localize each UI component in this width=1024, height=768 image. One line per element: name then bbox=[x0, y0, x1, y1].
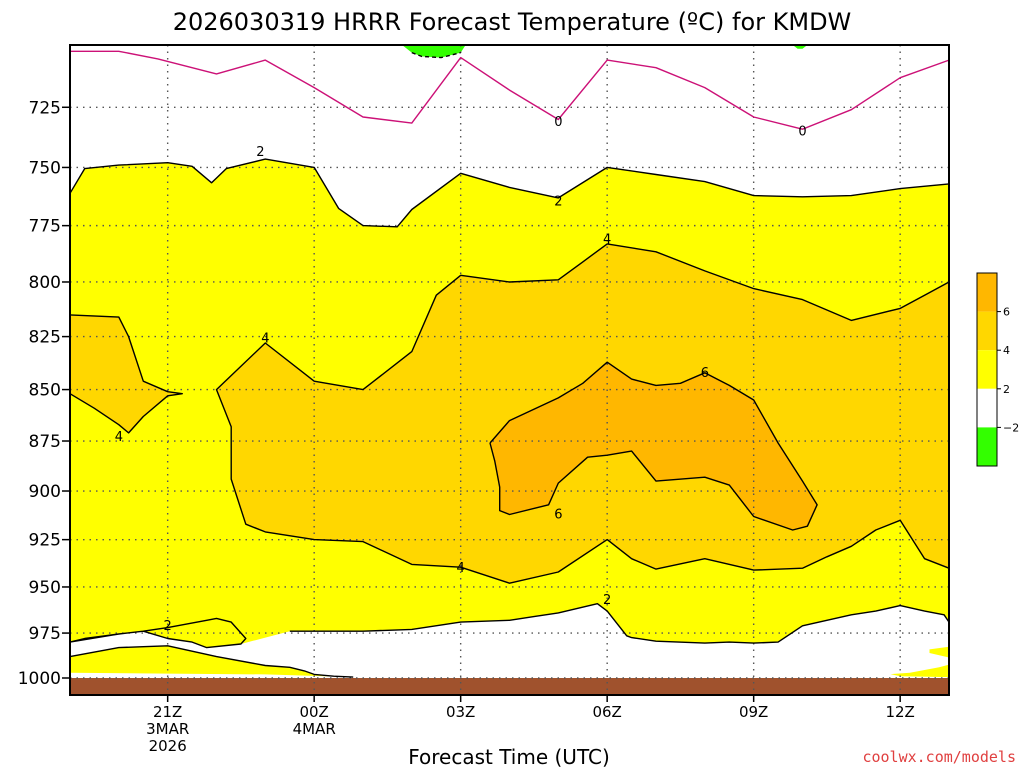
x-tick-label: 4MAR bbox=[293, 720, 336, 738]
colorbar-swatch bbox=[977, 427, 997, 466]
y-tick-label: 875 bbox=[29, 432, 61, 452]
temp-band-<-2-region-7 bbox=[402, 45, 466, 58]
temp-band-6+-region-6 bbox=[490, 362, 818, 530]
x-tick-label: 2026 bbox=[149, 737, 187, 755]
colorbar-label: 6 bbox=[1003, 306, 1010, 319]
temp-band-2-4-region-1 bbox=[70, 645, 354, 678]
colorbar-swatch bbox=[977, 273, 997, 312]
contour-label-6: 6 bbox=[701, 366, 709, 381]
contour-label-4: 4 bbox=[603, 232, 611, 247]
contour-label-2: 2 bbox=[554, 194, 562, 209]
grid-lines bbox=[70, 45, 949, 695]
y-tick-label: 800 bbox=[29, 273, 61, 293]
colorbar-label: 4 bbox=[1003, 344, 1010, 357]
y-tick-label: 975 bbox=[29, 624, 61, 644]
ground-layer bbox=[70, 678, 949, 695]
y-tick-label: 850 bbox=[29, 381, 61, 401]
colorbar-label: 2 bbox=[1003, 383, 1010, 396]
contour-label-4: 4 bbox=[457, 561, 465, 576]
x-tick-label: 00Z bbox=[299, 703, 328, 721]
contour-line-4-5 bbox=[215, 243, 950, 584]
colorbar-label: −2 bbox=[1003, 421, 1019, 434]
y-tick-label: 900 bbox=[29, 482, 61, 502]
contour-line-6-7 bbox=[489, 361, 818, 531]
x-axis-label: Forecast Time (UTC) bbox=[408, 745, 610, 768]
x-tick-label: 06Z bbox=[592, 703, 621, 721]
colorbar-swatch bbox=[977, 311, 997, 351]
contour-lines: 0 0 2 2 2 2 4 4 4 4 6 6 bbox=[69, 50, 950, 678]
colorbar-frame bbox=[976, 272, 998, 467]
x-tick-label: 21Z bbox=[153, 703, 182, 721]
contour-label-2: 2 bbox=[256, 145, 264, 160]
contour-line-4-6 bbox=[69, 314, 184, 434]
credit-text: coolwx.com/models bbox=[862, 748, 1016, 766]
y-tick-label: 825 bbox=[29, 328, 61, 348]
y-tick-label: 725 bbox=[29, 98, 61, 118]
contour-line-2-2 bbox=[289, 603, 950, 644]
colorbar-legend: 6 4 2 −2 bbox=[976, 272, 1019, 467]
x-tick-label: 12Z bbox=[885, 703, 914, 721]
colorbar-swatch bbox=[977, 388, 997, 428]
contour-label-0: 0 bbox=[798, 125, 806, 140]
contour-line-2-4 bbox=[69, 645, 354, 678]
chart-title: 2026030319 HRRR Forecast Temperature (ºC… bbox=[173, 8, 852, 36]
x-tick-label: 09Z bbox=[739, 703, 768, 721]
contour-line-0-0 bbox=[70, 50, 950, 130]
contour-label-2: 2 bbox=[603, 593, 611, 608]
contour-label-4: 4 bbox=[115, 430, 123, 445]
contour-line-2-3 bbox=[69, 617, 247, 649]
contour-label-6: 6 bbox=[554, 508, 562, 523]
y-tick-label: 925 bbox=[29, 531, 61, 551]
x-tick-label: 3MAR bbox=[146, 720, 189, 738]
plot-area bbox=[70, 45, 949, 695]
y-tick-label: 950 bbox=[29, 578, 61, 598]
contour-line-2-1 bbox=[69, 158, 950, 228]
contour-label-0: 0 bbox=[554, 115, 562, 130]
contour-label-4: 4 bbox=[261, 332, 269, 347]
y-tick-label: 750 bbox=[29, 158, 61, 178]
temp-band-4-6-region-5 bbox=[70, 314, 183, 433]
plot-frame bbox=[69, 44, 950, 696]
y-tick-label: 775 bbox=[29, 217, 61, 237]
contour-label-2: 2 bbox=[164, 619, 172, 634]
y-tick-label: 1000 bbox=[18, 669, 61, 689]
temp-band-2-4-region-2 bbox=[890, 664, 949, 678]
temp-band-2-4-region-3 bbox=[929, 646, 949, 658]
y-axis: 725 750 775 800 825 850 875 900 925 950 975 1000 bbox=[18, 98, 70, 689]
x-tick-label: 03Z bbox=[446, 703, 475, 721]
colorbar-swatch bbox=[977, 350, 997, 389]
